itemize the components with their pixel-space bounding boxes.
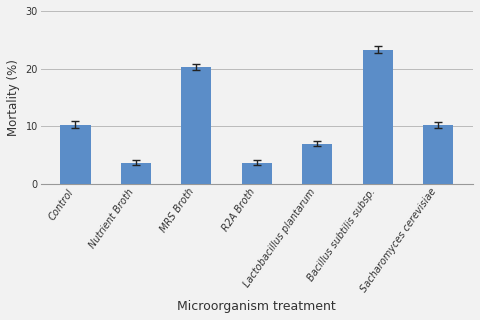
X-axis label: Microorganism treatment: Microorganism treatment — [178, 300, 336, 313]
Bar — [121, 163, 151, 184]
Bar — [242, 163, 272, 184]
Bar — [181, 67, 212, 184]
Bar — [60, 125, 91, 184]
Bar — [302, 144, 333, 184]
Y-axis label: Mortality (%): Mortality (%) — [7, 59, 20, 136]
Bar — [363, 50, 393, 184]
Bar — [423, 125, 454, 184]
